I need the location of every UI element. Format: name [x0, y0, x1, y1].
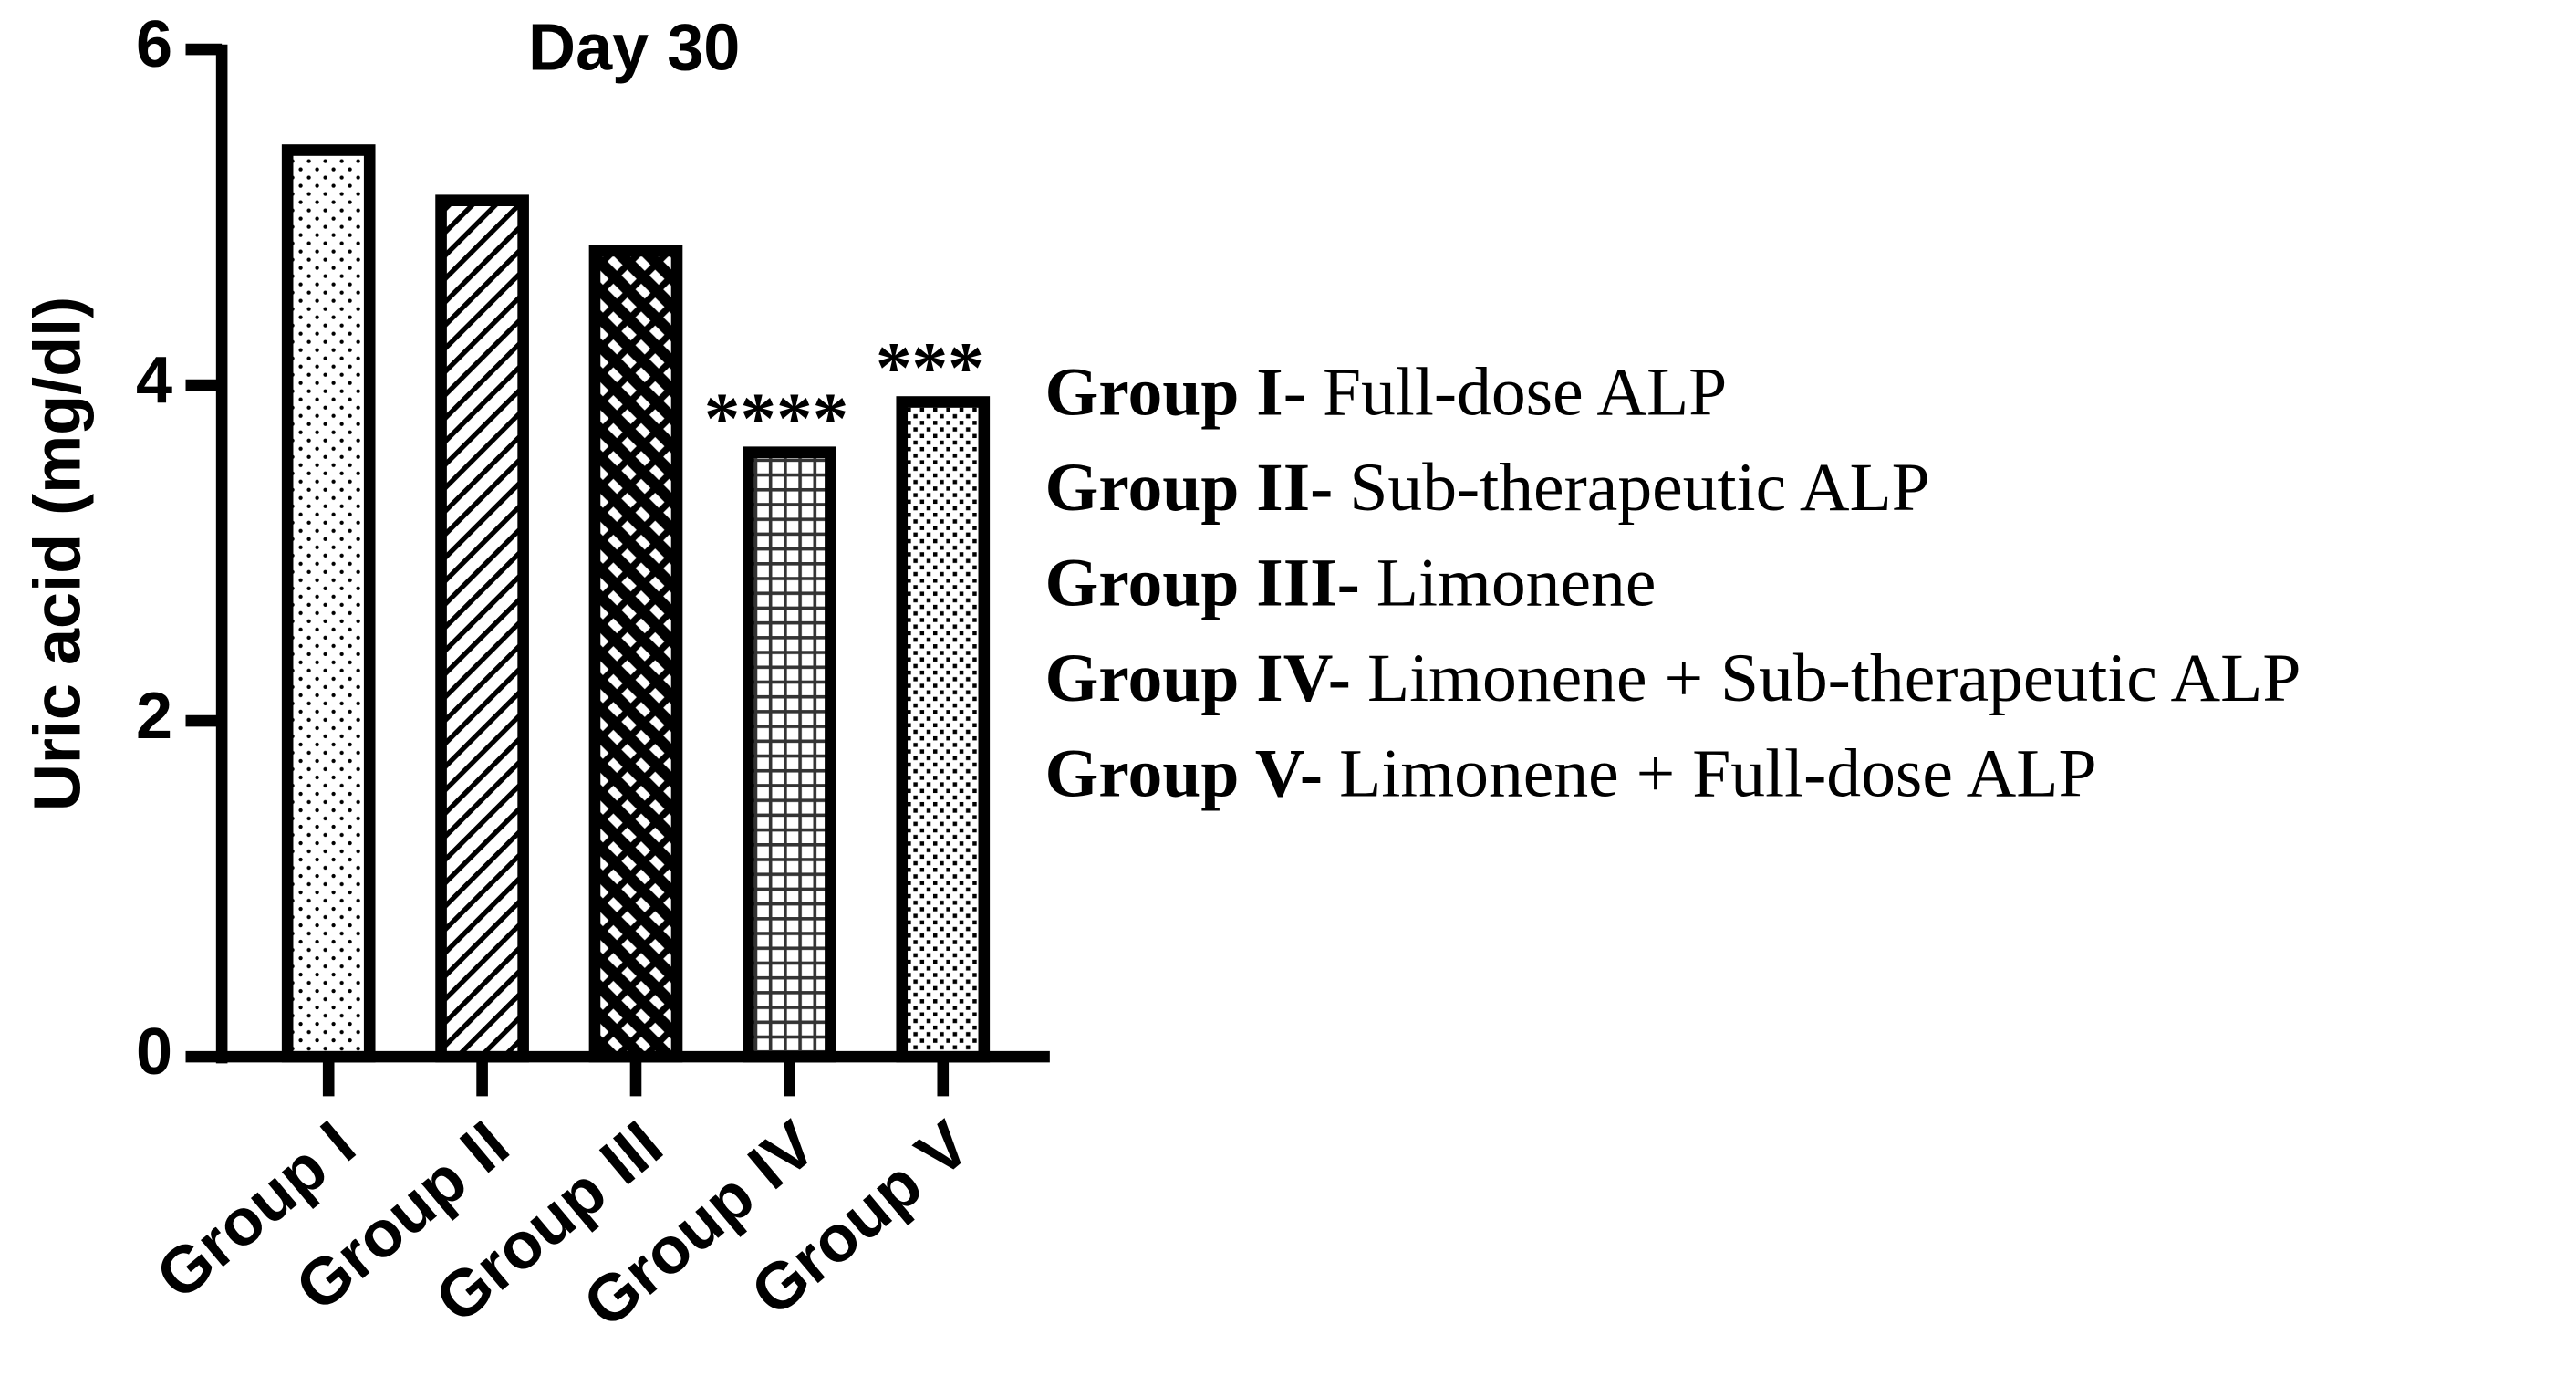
bar [588, 245, 683, 1063]
y-tick-label: 6 [136, 8, 172, 81]
y-tick-label: 2 [136, 680, 172, 753]
legend-entry: Group III- Limonene [1044, 546, 1656, 621]
legend-entry: Group V- Limonene + Full-dose ALP [1044, 736, 2096, 812]
bar [281, 144, 376, 1063]
bar [896, 396, 991, 1063]
significance-label: *** [876, 328, 984, 409]
legend-description: Sub-therapeutic ALP [1349, 451, 1929, 526]
chart-title: Day 30 [528, 12, 740, 85]
legend-entry: Group I- Full-dose ALP [1044, 355, 1727, 431]
legend-description: Limonene + Sub-therapeutic ALP [1367, 641, 2301, 716]
legend-group: Group IV- [1044, 641, 1350, 716]
legend-entry: Group IV- Limonene + Sub-therapeutic ALP [1044, 641, 2301, 716]
legend-group: Group II- [1044, 451, 1333, 526]
y-axis-label: Uric acid (mg/dl) [21, 297, 94, 811]
y-tick-label: 4 [136, 344, 172, 417]
significance-label: **** [704, 379, 848, 459]
y-tick-label: 0 [136, 1016, 172, 1089]
legend-description: Limonene [1376, 546, 1657, 621]
legend-description: Full-dose ALP [1323, 355, 1727, 431]
legend-description: Limonene + Full-dose ALP [1339, 736, 2096, 812]
legend-group: Group V- [1044, 736, 1323, 812]
bar [435, 194, 529, 1063]
legend-group: Group I- [1044, 355, 1305, 431]
legend-group: Group III- [1044, 546, 1359, 621]
bar [743, 446, 836, 1063]
legend-entry: Group II- Sub-therapeutic ALP [1044, 451, 1929, 526]
